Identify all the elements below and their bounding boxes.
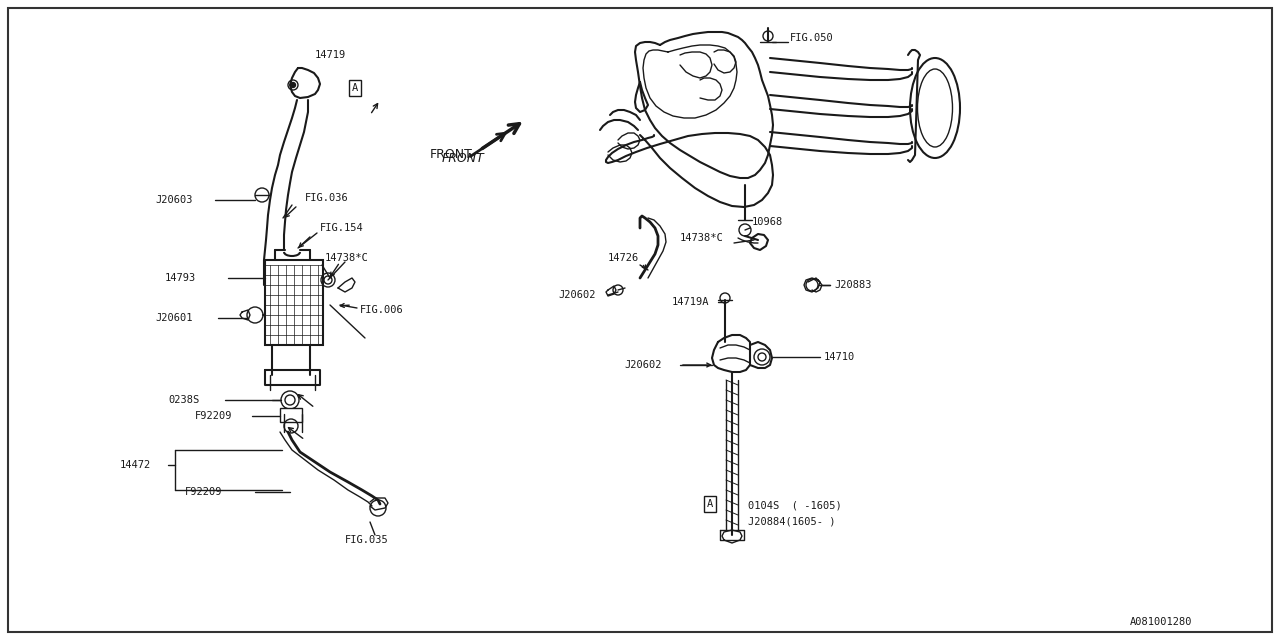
Text: 0104S  ( -1605): 0104S ( -1605)	[748, 501, 842, 511]
Text: 14472: 14472	[120, 460, 151, 470]
Circle shape	[291, 83, 296, 88]
Text: FIG.050: FIG.050	[790, 33, 833, 43]
Text: 14738*C: 14738*C	[325, 253, 369, 263]
Text: F92209: F92209	[195, 411, 233, 421]
Text: 14793: 14793	[165, 273, 196, 283]
Text: A081001280: A081001280	[1130, 617, 1193, 627]
Text: J20601: J20601	[155, 313, 192, 323]
Text: A: A	[707, 499, 713, 509]
Text: 0238S: 0238S	[168, 395, 200, 405]
Text: FRONT: FRONT	[430, 148, 472, 161]
Bar	[280, 408, 302, 422]
Text: J20602: J20602	[558, 290, 595, 300]
Bar	[265, 260, 323, 345]
Text: J20603: J20603	[155, 195, 192, 205]
Text: F92209: F92209	[186, 487, 223, 497]
Text: FIG.036: FIG.036	[305, 193, 348, 203]
Text: FRONT: FRONT	[442, 152, 485, 164]
Text: 10968: 10968	[753, 217, 783, 227]
Text: FIG.006: FIG.006	[360, 305, 403, 315]
Text: J20883: J20883	[835, 280, 872, 290]
Text: J20602: J20602	[625, 360, 662, 370]
Text: FIG.035: FIG.035	[346, 535, 389, 545]
Text: 14719: 14719	[315, 50, 347, 60]
Text: 14738*C: 14738*C	[680, 233, 723, 243]
Text: FIG.154: FIG.154	[320, 223, 364, 233]
Text: 14726: 14726	[608, 253, 639, 263]
Text: 14719A: 14719A	[672, 297, 709, 307]
Text: 14710: 14710	[824, 352, 855, 362]
Text: J20884(1605- ): J20884(1605- )	[748, 517, 836, 527]
Text: A: A	[352, 83, 358, 93]
